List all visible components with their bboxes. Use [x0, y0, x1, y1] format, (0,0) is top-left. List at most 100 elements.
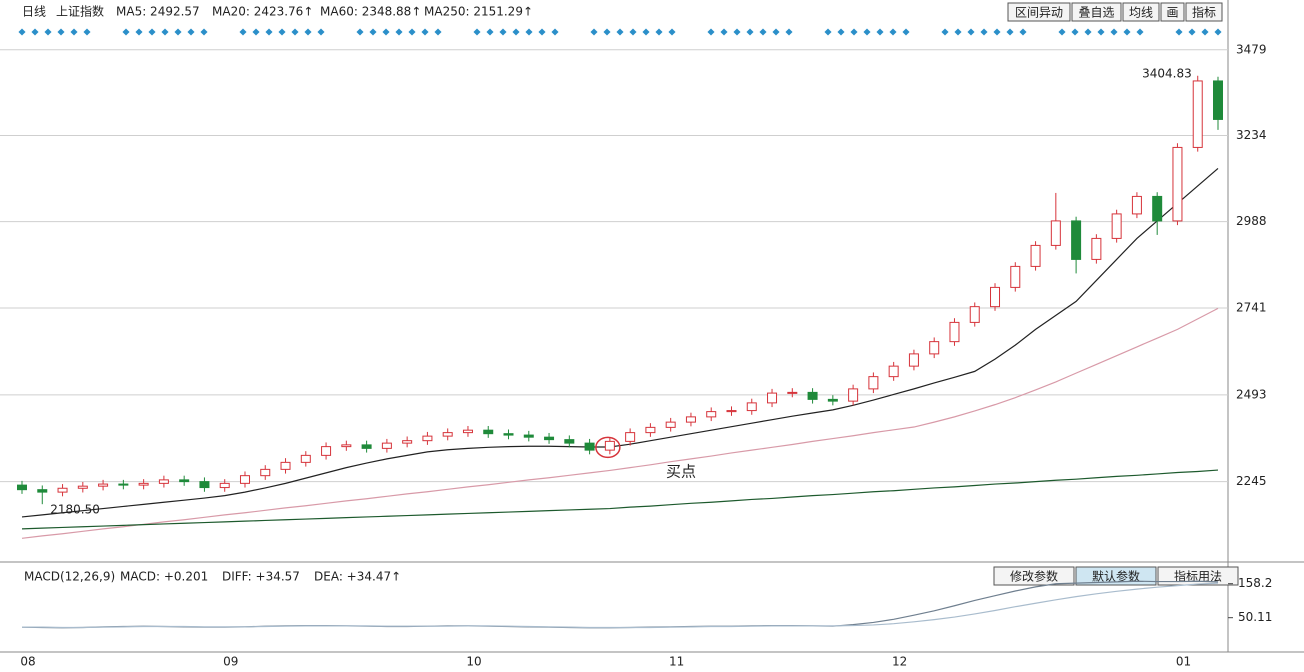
y-tick-label: 2741 [1236, 301, 1267, 315]
signal-marker [733, 28, 741, 36]
macd-name: MACD(12,26,9) [24, 570, 115, 584]
button[interactable] [993, 566, 1075, 586]
macd-line [22, 582, 1219, 629]
macd-buttons: 修改参数 默认参数 指标用法 [993, 566, 1239, 586]
button[interactable] [1185, 2, 1223, 22]
button[interactable] [1075, 566, 1157, 586]
signal-marker [551, 28, 559, 36]
candle-body [746, 402, 757, 412]
candle-body [1131, 195, 1142, 215]
candle-body [990, 286, 1001, 308]
candle-body [37, 489, 48, 493]
candle-body [280, 461, 291, 470]
signal-marker [148, 28, 156, 36]
candle-body [442, 432, 453, 437]
signal-marker [655, 28, 663, 36]
candle-body [158, 479, 169, 484]
candle-body [341, 444, 352, 448]
candle-body [868, 376, 879, 390]
signal-marker [967, 28, 975, 36]
y-tick-label: 2493 [1236, 387, 1267, 401]
candle-body [260, 468, 271, 477]
y-tick-label: 3479 [1236, 42, 1267, 56]
button[interactable] [1157, 566, 1239, 586]
signal-marker [421, 28, 429, 36]
signal-marker [473, 28, 481, 36]
candle-body [685, 416, 696, 423]
signal-marker [720, 28, 728, 36]
candle-body [77, 485, 88, 489]
candle-body [300, 454, 311, 463]
candle-body [787, 391, 798, 394]
signal-marker [941, 28, 949, 36]
x-tick-label: 12 [892, 655, 907, 669]
button[interactable] [1122, 2, 1160, 22]
candle-body [665, 421, 676, 428]
button[interactable] [1071, 2, 1122, 22]
signal-marker [1006, 28, 1014, 36]
candle-body [1091, 237, 1102, 260]
candle-body [827, 398, 838, 402]
signal-marker [135, 28, 143, 36]
signal-marker [603, 28, 611, 36]
index-name: 上证指数 [56, 4, 104, 19]
candle-body [645, 426, 656, 434]
y-tick-label: 2988 [1236, 214, 1267, 228]
candle-body [1030, 244, 1041, 267]
annotation: 买点 [666, 463, 696, 481]
ma-label: MA60: 2348.88↑ [320, 5, 421, 19]
signal-marker [642, 28, 650, 36]
signal-marker [889, 28, 897, 36]
y-tick-label: 3234 [1236, 128, 1267, 142]
signal-marker [304, 28, 312, 36]
signal-marker [954, 28, 962, 36]
button-label: 指标用法 [1174, 569, 1222, 584]
macd-value: MACD: +0.201 [120, 570, 208, 584]
x-tick-label: 09 [223, 655, 238, 669]
candle-body [1152, 195, 1163, 222]
candle-body [1172, 146, 1183, 222]
candle-body [1010, 265, 1021, 288]
signal-marker [486, 28, 494, 36]
signal-marker [785, 28, 793, 36]
candle-body [929, 341, 940, 355]
candle-body [422, 435, 433, 442]
button-label: 区间异动 [1015, 6, 1063, 20]
button-label: 叠自选 [1078, 6, 1114, 20]
buy-point [595, 436, 621, 459]
signal-marker [863, 28, 871, 36]
high-label: 3404.83 [1142, 66, 1192, 80]
candle-body [1111, 213, 1122, 239]
signal-marker [707, 28, 715, 36]
candle-body [767, 392, 778, 404]
macd-value: DEA: +34.47↑ [314, 570, 401, 584]
signal-marker [616, 28, 624, 36]
candle-body [179, 479, 190, 483]
candle-body [239, 475, 250, 484]
candle-body [321, 446, 332, 456]
signal-marker [356, 28, 364, 36]
candle-body [402, 440, 413, 444]
signal-marker [525, 28, 533, 36]
ma-label: MA20: 2423.76↑ [212, 5, 313, 19]
candle-body [503, 433, 514, 436]
low-label: 2180.50 [50, 503, 100, 517]
candle-body [625, 432, 636, 442]
signal-marker [850, 28, 858, 36]
candle-body [361, 444, 372, 449]
signal-marker [382, 28, 390, 36]
candle-body [584, 442, 595, 451]
candle-body [969, 306, 980, 323]
signal-marker [174, 28, 182, 36]
button[interactable] [1160, 2, 1185, 22]
candle-body [1050, 220, 1061, 246]
signal-marker [824, 28, 832, 36]
macd-value: DIFF: +34.57 [222, 570, 300, 584]
signal-marker [993, 28, 1001, 36]
signal-marker [512, 28, 520, 36]
signal-marker [499, 28, 507, 36]
signal-marker [187, 28, 195, 36]
signal-marker [278, 28, 286, 36]
button[interactable] [1007, 2, 1071, 22]
